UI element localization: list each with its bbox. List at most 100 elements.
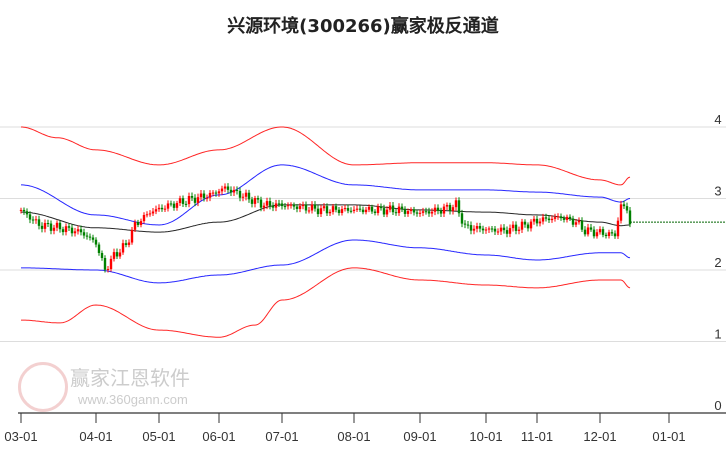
candle-body (151, 211, 155, 214)
candle-body (190, 196, 194, 198)
candle-body (40, 225, 44, 229)
candle-body (547, 218, 551, 221)
candle-body (25, 211, 29, 215)
candle-body (265, 201, 269, 206)
x-tick-label: 08-01 (337, 429, 370, 444)
x-tick-label: 04-01 (79, 429, 112, 444)
candle-body (31, 219, 35, 221)
candle-body (511, 224, 515, 229)
candle-body (157, 207, 161, 210)
candle-body (532, 218, 536, 222)
candle-body (205, 197, 209, 199)
candle-body (100, 252, 104, 259)
candle-body (268, 201, 272, 206)
candle-body (274, 203, 278, 208)
x-tick-label: 10-01 (469, 429, 502, 444)
candle-body (367, 206, 371, 210)
candle-body (304, 204, 308, 211)
candle-body (130, 229, 134, 243)
candle-body (148, 213, 152, 215)
candle-body (337, 209, 341, 214)
candle-body (592, 229, 596, 237)
x-tick-label: 07-01 (265, 429, 298, 444)
candle-body (421, 211, 425, 213)
candle-body (109, 258, 113, 270)
candle-body (79, 229, 83, 233)
candle-body (160, 207, 164, 210)
candle-body (466, 224, 470, 226)
candle-body (316, 208, 320, 215)
candle-body (163, 208, 167, 210)
candle-body (313, 204, 317, 209)
candle-body (454, 200, 458, 208)
candle-body (184, 203, 188, 205)
candle-body (616, 220, 620, 237)
candle-body (439, 210, 443, 214)
band-line-upper-inner (21, 164, 631, 226)
candle-body (628, 210, 632, 225)
candle-body (118, 252, 122, 257)
candle-body (301, 204, 305, 207)
candle-body (28, 214, 32, 220)
candle-body (292, 204, 296, 207)
candle-body (103, 258, 107, 270)
candle-body (85, 235, 89, 237)
y-tick-label: 1 (714, 327, 721, 342)
candle-body (55, 222, 59, 228)
candle-body (484, 229, 488, 231)
candle-body (349, 210, 353, 212)
candle-body (346, 208, 350, 211)
candle-body (379, 206, 383, 209)
candle-body (562, 218, 566, 220)
candle-body (97, 244, 101, 253)
candle-body (595, 232, 599, 237)
band-line-upper-outer (21, 126, 631, 186)
candle-body (331, 206, 335, 212)
candle-body (127, 242, 131, 245)
candle-body (400, 206, 404, 210)
candle-body (382, 208, 386, 215)
candle-body (568, 216, 572, 219)
candle-body (241, 196, 245, 198)
candle-body (493, 228, 497, 232)
candle-body (307, 210, 311, 212)
candle-body (73, 231, 77, 234)
candle-body (478, 226, 482, 229)
candle-body (445, 204, 449, 207)
candle-body (463, 223, 467, 225)
candle-body (385, 209, 389, 215)
candle-body (520, 221, 524, 230)
candle-body (619, 204, 623, 221)
candle-body (481, 228, 485, 231)
candle-body (553, 217, 557, 219)
candle-body (556, 216, 560, 218)
candle-body (49, 223, 53, 231)
candle-body (172, 203, 176, 208)
candle-body (211, 192, 215, 194)
band-line-lower-inner (21, 239, 631, 284)
x-tick-label: 12-01 (583, 429, 616, 444)
candle-body (586, 227, 590, 235)
candle-body (226, 186, 230, 190)
candle-body (394, 212, 398, 214)
candle-body (625, 206, 629, 211)
candle-body (490, 228, 494, 230)
candle-body (499, 227, 503, 232)
candle-body (91, 237, 95, 240)
candle-body (37, 219, 41, 226)
chart-title: 兴源环境(300266)赢家极反通道 (227, 16, 499, 37)
y-tick-label: 3 (714, 184, 721, 199)
candle-body (70, 227, 74, 234)
candle-body (67, 226, 71, 228)
candle-body (289, 204, 293, 206)
candle-body (334, 206, 338, 210)
candle-body (121, 243, 125, 253)
candle-body (436, 207, 440, 211)
watermark-seal-icon (18, 362, 68, 412)
candle-body (391, 205, 395, 213)
candle-body (286, 205, 290, 207)
candle-body (94, 239, 98, 245)
candle-body (505, 230, 509, 234)
candle-body (361, 209, 365, 213)
